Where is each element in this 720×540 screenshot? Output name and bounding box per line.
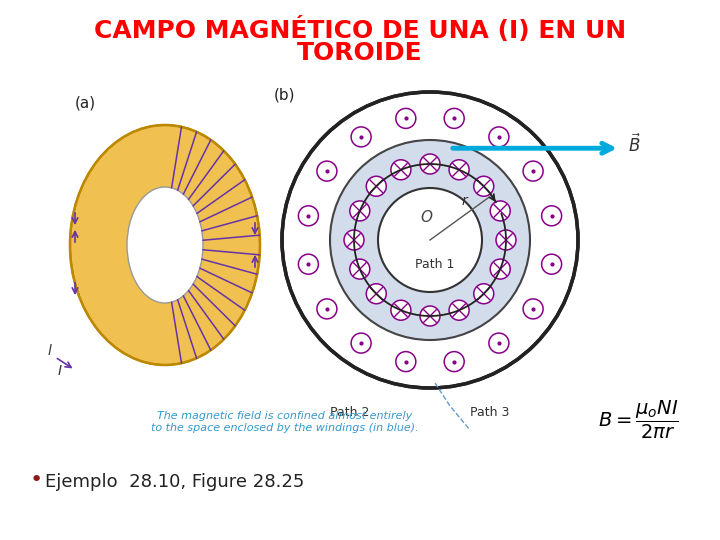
Circle shape [449, 300, 469, 320]
Circle shape [449, 160, 469, 180]
Text: $\vec{B}$: $\vec{B}$ [628, 134, 642, 157]
Text: O: O [420, 210, 432, 225]
Circle shape [282, 92, 578, 388]
Ellipse shape [127, 187, 203, 303]
Circle shape [489, 127, 509, 147]
Circle shape [351, 333, 371, 353]
Circle shape [344, 230, 364, 250]
Text: (a): (a) [75, 95, 96, 110]
Circle shape [523, 161, 543, 181]
Circle shape [317, 299, 337, 319]
Circle shape [490, 201, 510, 221]
Circle shape [489, 333, 509, 353]
Text: Ejemplo  28.10, Figure 28.25: Ejemplo 28.10, Figure 28.25 [45, 473, 305, 491]
Text: CAMPO MAGNÉTICO DE UNA (I) EN UN: CAMPO MAGNÉTICO DE UNA (I) EN UN [94, 17, 626, 43]
Circle shape [420, 306, 440, 326]
Text: Path 1: Path 1 [415, 258, 455, 271]
Circle shape [444, 352, 464, 372]
Circle shape [330, 140, 530, 340]
Circle shape [330, 140, 530, 340]
Circle shape [474, 176, 494, 196]
Circle shape [317, 161, 337, 181]
Circle shape [541, 206, 562, 226]
Circle shape [391, 160, 411, 180]
Circle shape [474, 284, 494, 303]
Circle shape [298, 254, 318, 274]
Circle shape [350, 201, 370, 221]
Circle shape [523, 299, 543, 319]
Ellipse shape [70, 125, 260, 365]
Text: The magnetic field is confined almost entirely
to the space enclosed by the wind: The magnetic field is confined almost en… [151, 411, 419, 433]
Circle shape [490, 259, 510, 279]
Circle shape [396, 352, 416, 372]
Circle shape [541, 254, 562, 274]
Text: I: I [58, 364, 62, 378]
Text: r: r [462, 194, 468, 208]
Circle shape [444, 109, 464, 129]
Circle shape [351, 127, 371, 147]
Circle shape [366, 176, 386, 196]
Circle shape [366, 284, 386, 303]
Text: Path 2: Path 2 [330, 406, 369, 419]
Circle shape [396, 109, 416, 129]
Text: (b): (b) [274, 87, 295, 103]
Circle shape [298, 206, 318, 226]
Circle shape [420, 154, 440, 174]
Circle shape [378, 188, 482, 292]
Circle shape [350, 259, 370, 279]
Circle shape [496, 230, 516, 250]
Circle shape [391, 300, 411, 320]
Text: •: • [30, 470, 43, 490]
Text: l: l [48, 344, 52, 358]
Text: Path 3: Path 3 [470, 406, 510, 419]
Text: $B = \dfrac{\mu_o NI}{2\pi r}$: $B = \dfrac{\mu_o NI}{2\pi r}$ [598, 399, 678, 441]
Text: TOROIDE: TOROIDE [297, 41, 423, 65]
Circle shape [378, 188, 482, 292]
